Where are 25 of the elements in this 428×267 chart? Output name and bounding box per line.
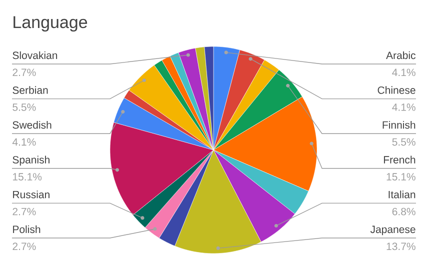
slice-label: Japanese — [370, 226, 416, 236]
data-label: 15.1% — [386, 173, 416, 180]
slice-label: Serbian — [12, 86, 48, 94]
data-label: 2.7% — [12, 208, 36, 216]
slice-label: Spanish — [12, 156, 50, 166]
slice-label: Italian — [388, 190, 416, 198]
slice-label: Swedish — [12, 120, 52, 129]
data-label: 4.1% — [12, 138, 36, 146]
data-label: 13.7% — [386, 242, 416, 250]
data-label: 15.1% — [13, 173, 42, 180]
slice-label: French — [384, 156, 416, 164]
data-label: 2.7% — [12, 68, 36, 76]
data-label: 5.5% — [12, 104, 36, 111]
slice-label: Slovakian — [12, 51, 58, 60]
data-label: 5.5% — [392, 138, 416, 146]
slice-label: Chinese — [378, 86, 416, 94]
slice-label: Russian — [13, 190, 50, 198]
chart-title: Language — [14, 16, 88, 32]
data-label: 4.1% — [392, 104, 416, 111]
slice-label: Finnish — [382, 120, 416, 129]
data-label: 2.7% — [12, 242, 36, 250]
data-label: 4.1% — [392, 68, 416, 76]
slice-label: Arabic — [386, 51, 416, 60]
slice-label: Polish — [13, 225, 40, 234]
data-label: 6.8% — [392, 208, 416, 216]
